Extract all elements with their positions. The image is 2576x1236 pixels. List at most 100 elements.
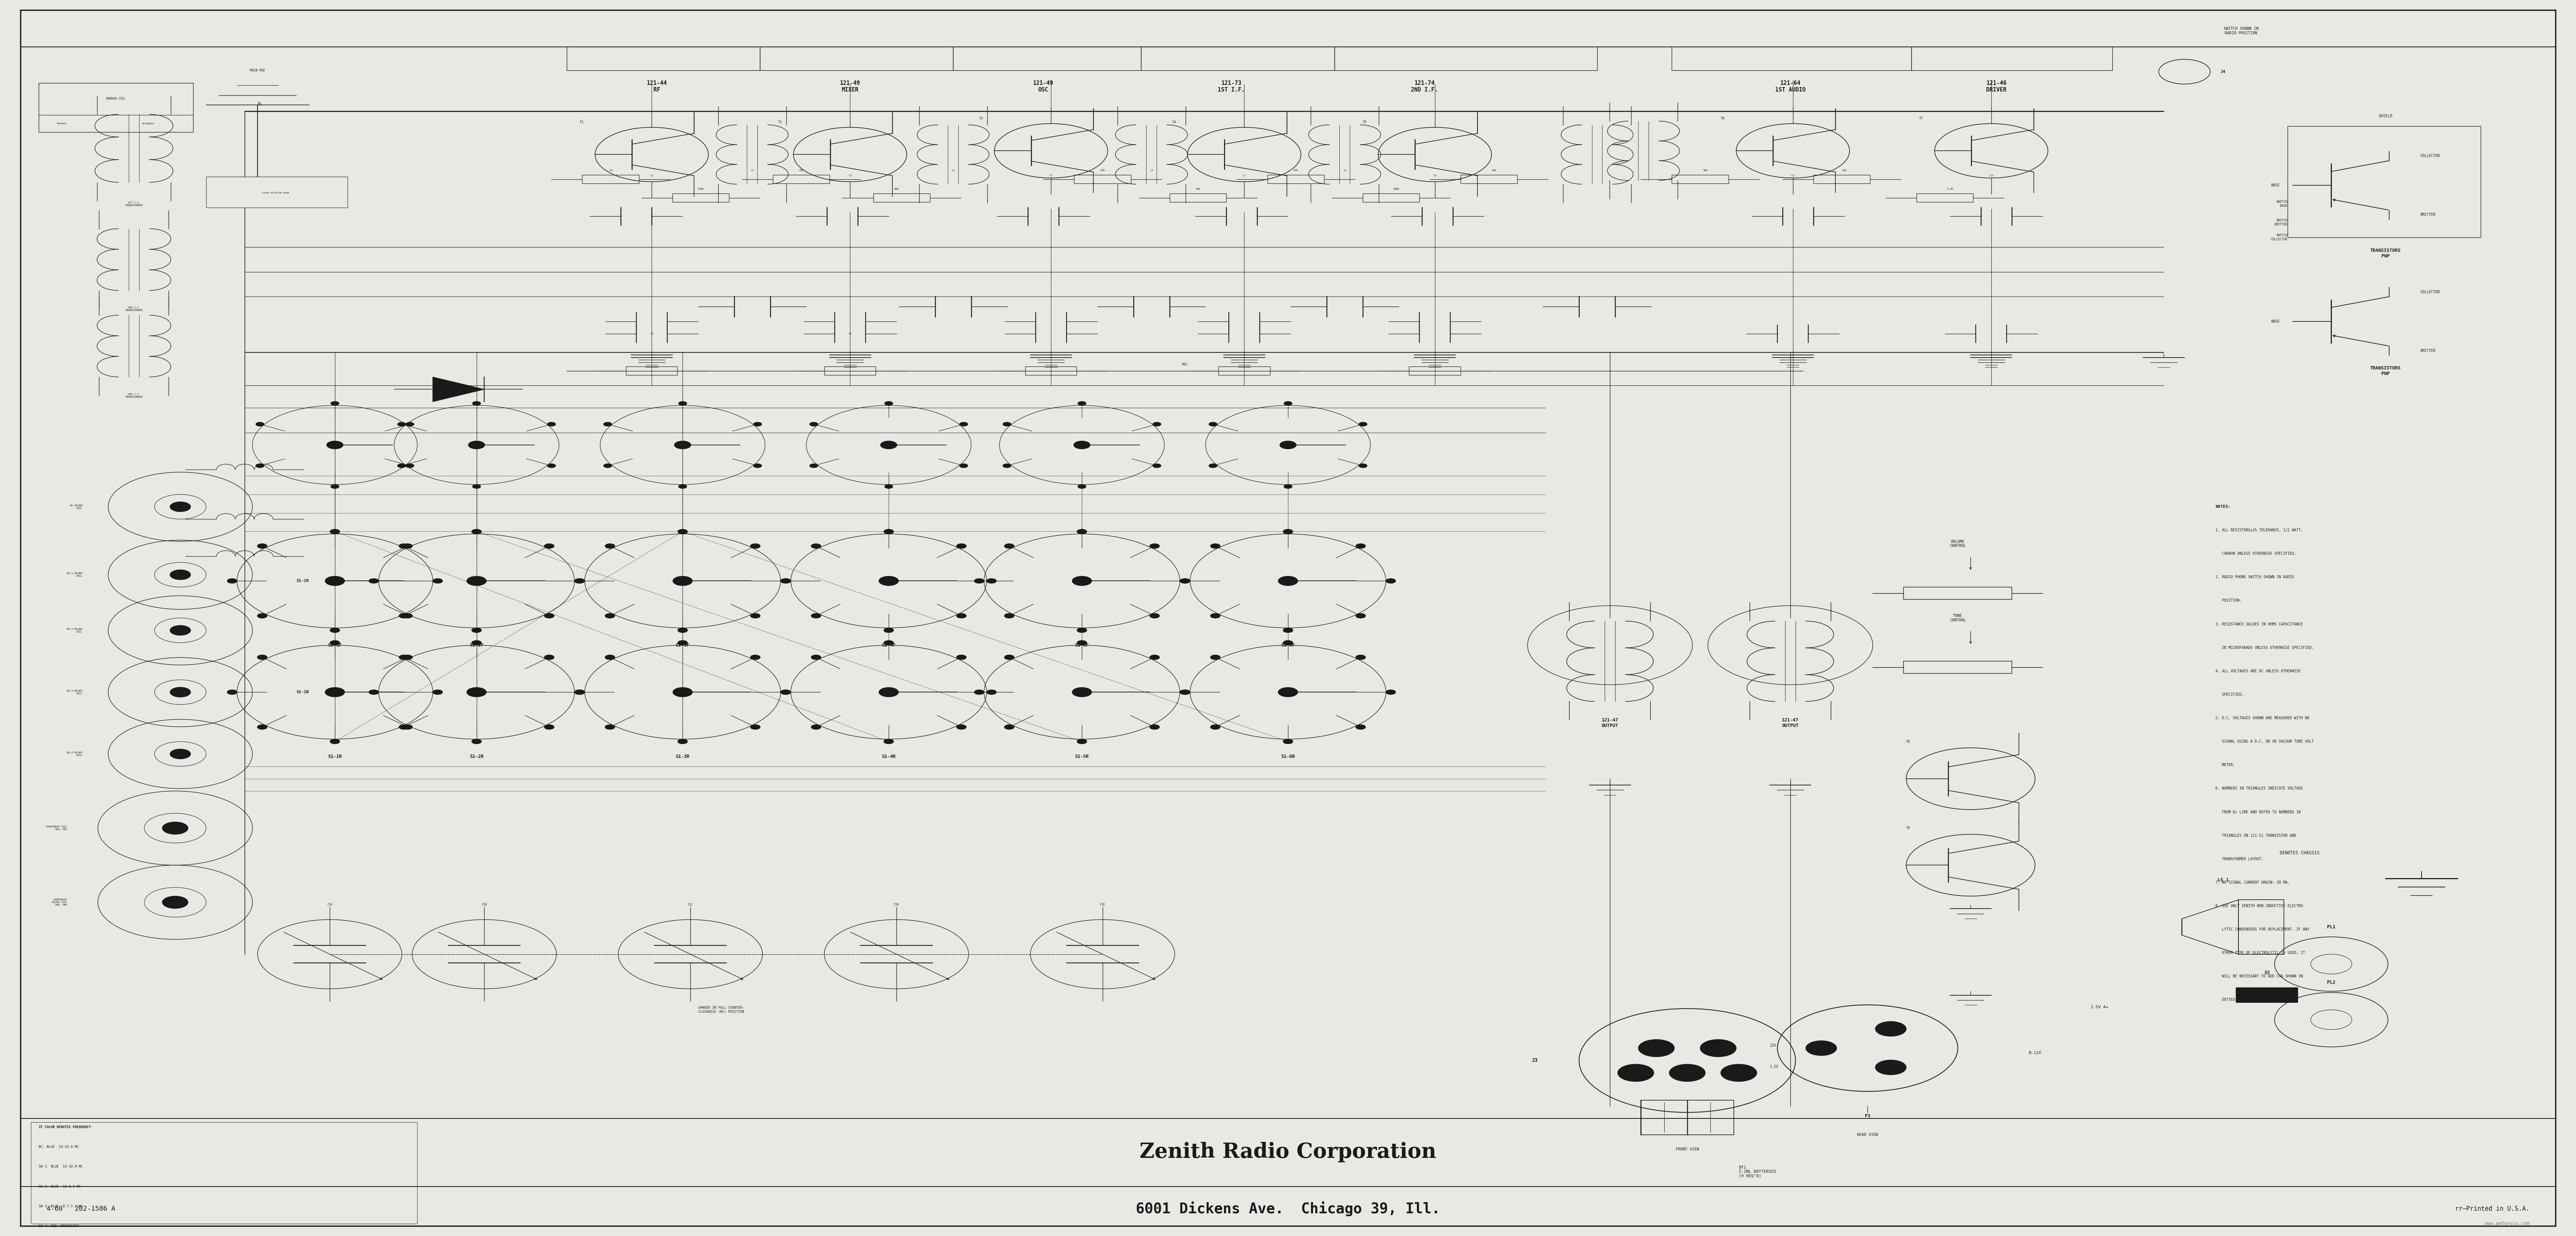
Text: 3RD I.F.
TRANSFORMER: 3RD I.F. TRANSFORMER: [126, 393, 142, 398]
Circle shape: [1005, 655, 1015, 660]
Circle shape: [330, 485, 340, 488]
Circle shape: [811, 724, 822, 729]
Bar: [1461, 176, 1517, 183]
Text: T6: T6: [1721, 117, 1726, 120]
Text: SWITCH
EMITTER: SWITCH EMITTER: [2275, 219, 2287, 226]
Text: www.petervis.com: www.petervis.com: [2486, 1221, 2530, 1226]
Circle shape: [1278, 576, 1298, 586]
Text: EMITTER: EMITTER: [2421, 213, 2434, 216]
Text: BASE: BASE: [2272, 319, 2280, 324]
Text: J3: J3: [1533, 1058, 1538, 1063]
Text: C2: C2: [649, 332, 654, 335]
Text: S3: S3: [2264, 970, 2269, 975]
Circle shape: [1074, 441, 1090, 449]
Text: 22K: 22K: [1842, 169, 1847, 172]
Circle shape: [956, 724, 966, 729]
Circle shape: [811, 655, 822, 660]
Circle shape: [1149, 613, 1159, 618]
Text: TRANSISTORS
PNP: TRANSISTORS PNP: [2370, 366, 2401, 376]
Circle shape: [677, 640, 688, 645]
Circle shape: [170, 749, 191, 759]
Circle shape: [544, 724, 554, 729]
Bar: [1672, 176, 1728, 183]
Circle shape: [1355, 724, 1365, 729]
Bar: [1814, 176, 1870, 183]
Circle shape: [752, 464, 762, 467]
Circle shape: [1618, 1064, 1654, 1082]
Circle shape: [466, 687, 487, 697]
Text: 4. ALL VOLTAGES ARE DC UNLESS OTHERWISE: 4. ALL VOLTAGES ARE DC UNLESS OTHERWISE: [2215, 669, 2300, 674]
Text: S1-3F: S1-3F: [675, 643, 690, 648]
Text: DIODE DETECTOR ROOM: DIODE DETECTOR ROOM: [263, 192, 289, 194]
Text: 6. NUMBERS IN TRIANGLES INDICATE VOLTAGE: 6. NUMBERS IN TRIANGLES INDICATE VOLTAGE: [2215, 786, 2303, 791]
Circle shape: [1355, 655, 1365, 660]
Text: C1: C1: [649, 174, 654, 177]
Circle shape: [325, 687, 345, 697]
Text: SW 2: BLUE  10-8.1 MC: SW 2: BLUE 10-8.1 MC: [39, 1185, 80, 1188]
Text: BT1
Z-2NL BATTERIES
(9 REQ'D): BT1 Z-2NL BATTERIES (9 REQ'D): [1739, 1166, 1777, 1178]
Text: 1. ALL RESISTORS±2% TOLERANCE, 1/2 WATT,: 1. ALL RESISTORS±2% TOLERANCE, 1/2 WATT,: [2215, 528, 2303, 533]
Text: SPECIFIED.: SPECIFIED.: [2215, 692, 2244, 697]
Text: GANGED IN FULL COUNTER-
CLOCKWISE (BC) POSITION: GANGED IN FULL COUNTER- CLOCKWISE (BC) P…: [698, 1006, 744, 1014]
Circle shape: [327, 441, 343, 449]
Circle shape: [750, 613, 760, 618]
Text: SHORTWAVE
MIXER COIL
SW3, SW4: SHORTWAVE MIXER COIL SW3, SW4: [52, 899, 67, 906]
Text: SECONDARY: SECONDARY: [142, 122, 155, 125]
Circle shape: [605, 724, 616, 729]
Bar: [2287, 126, 2481, 237]
Text: SW 3: BLUE  9.7-7.3 MC: SW 3: BLUE 9.7-7.3 MC: [39, 1205, 82, 1208]
Circle shape: [1278, 687, 1298, 697]
Circle shape: [330, 529, 340, 534]
Text: S1-6F: S1-6F: [1280, 643, 1296, 648]
Bar: [2236, 988, 2298, 1002]
Text: WILL BE NECESSARY TO ADD C46 SHOWN IN: WILL BE NECESSARY TO ADD C46 SHOWN IN: [2215, 974, 2303, 979]
Circle shape: [402, 655, 412, 660]
Text: BASE: BASE: [2272, 183, 2280, 188]
Text: 6001 Dickens Ave.  Chicago 39, Ill.: 6001 Dickens Ave. Chicago 39, Ill.: [1136, 1201, 1440, 1216]
Text: T9: T9: [1906, 827, 1911, 829]
Text: 2. RADIO PHONE SWITCH SHOWN IN RADIO: 2. RADIO PHONE SWITCH SHOWN IN RADIO: [2215, 575, 2295, 580]
Circle shape: [1208, 423, 1218, 426]
Circle shape: [1211, 655, 1221, 660]
Circle shape: [672, 576, 693, 586]
Text: 47K: 47K: [1100, 169, 1105, 172]
Circle shape: [1283, 402, 1293, 405]
Bar: [1074, 176, 1131, 183]
Circle shape: [1358, 423, 1368, 426]
Circle shape: [1283, 640, 1293, 645]
Circle shape: [1005, 724, 1015, 729]
Circle shape: [677, 402, 688, 405]
Text: 470K: 470K: [698, 188, 703, 190]
Circle shape: [574, 578, 585, 583]
Text: EMITTER: EMITTER: [2421, 349, 2434, 352]
Circle shape: [255, 464, 265, 467]
Text: S1-2R: S1-2R: [469, 754, 484, 759]
Text: S1-1B: S1-1B: [296, 690, 309, 695]
Text: 1.5V: 1.5V: [1770, 1064, 1777, 1069]
Text: 121-64
1ST AUDIO: 121-64 1ST AUDIO: [1775, 80, 1806, 93]
Text: B+: B+: [258, 101, 263, 106]
Text: PL2: PL2: [2326, 980, 2336, 985]
Text: FROM B+ LINE AND REFER TO NUMBERS IN: FROM B+ LINE AND REFER TO NUMBERS IN: [2215, 810, 2300, 815]
Text: C3: C3: [848, 174, 853, 177]
Circle shape: [781, 578, 791, 583]
Circle shape: [1151, 423, 1162, 426]
Circle shape: [1721, 1064, 1757, 1082]
Text: AGC: AGC: [1182, 363, 1188, 366]
Circle shape: [1072, 576, 1092, 586]
Text: L3: L3: [1149, 169, 1154, 172]
Text: T1: T1: [580, 121, 585, 124]
Text: METER.: METER.: [2215, 763, 2236, 768]
Text: TRIANGLES ON 121-51 TRANSISTOR AND: TRIANGLES ON 121-51 TRANSISTOR AND: [2215, 833, 2295, 838]
Bar: [582, 176, 639, 183]
Circle shape: [1180, 690, 1190, 695]
Circle shape: [330, 628, 340, 633]
Text: NOTES:: NOTES:: [2215, 504, 2231, 509]
Circle shape: [433, 578, 443, 583]
Circle shape: [603, 464, 613, 467]
Circle shape: [781, 578, 791, 583]
Circle shape: [881, 441, 896, 449]
Circle shape: [677, 529, 688, 534]
Text: 121-49
OSC: 121-49 OSC: [1033, 80, 1054, 93]
Circle shape: [811, 544, 822, 549]
